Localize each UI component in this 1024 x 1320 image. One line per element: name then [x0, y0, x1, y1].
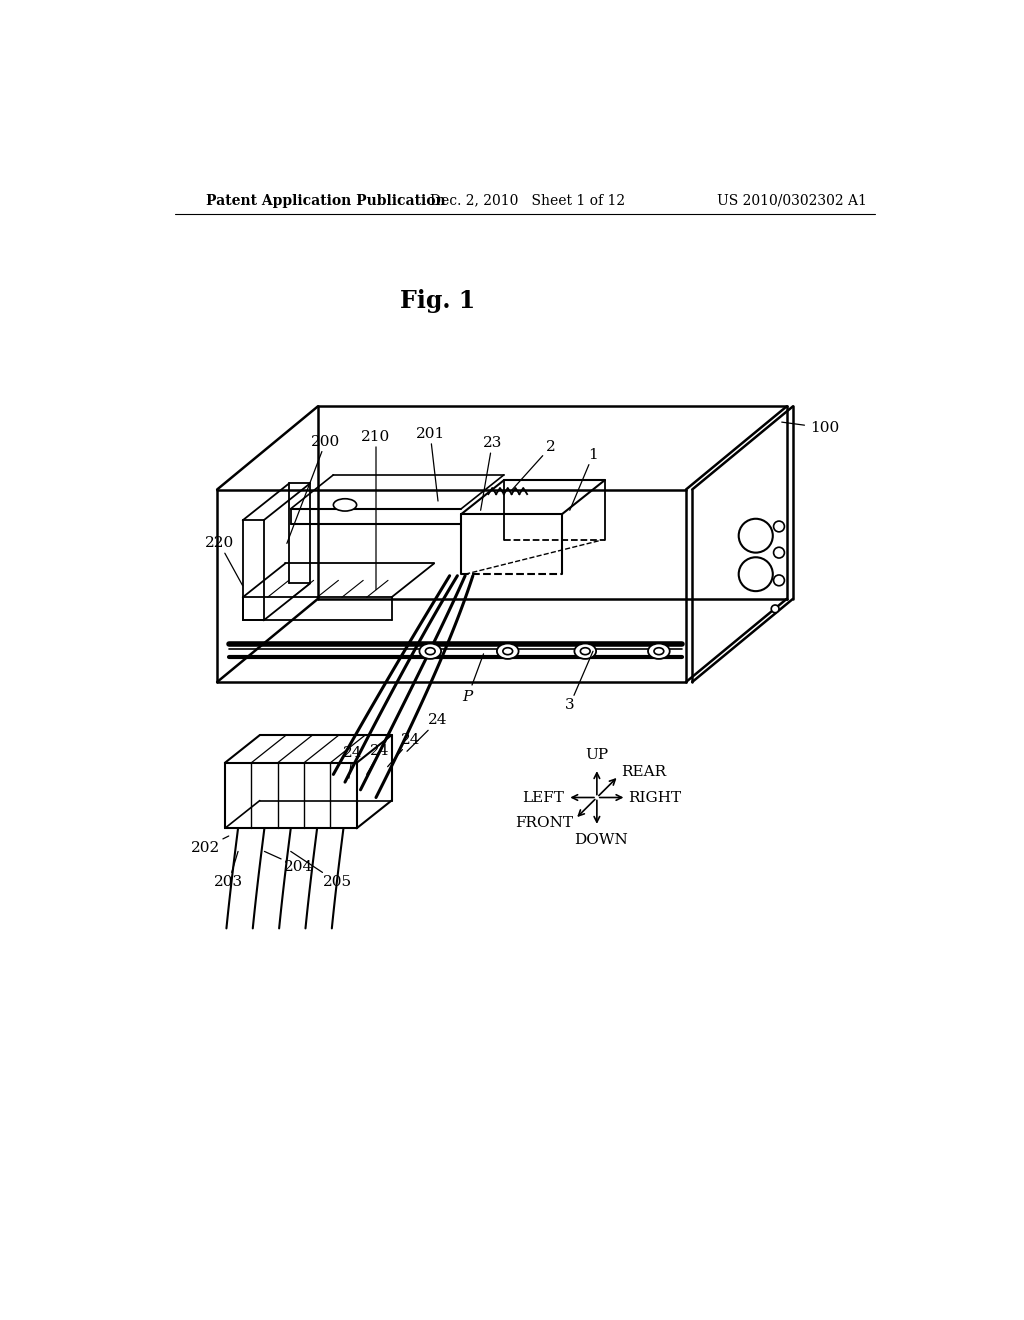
- Text: 100: 100: [781, 421, 840, 434]
- Ellipse shape: [773, 548, 784, 558]
- Text: 24: 24: [367, 744, 389, 775]
- Ellipse shape: [334, 499, 356, 511]
- Ellipse shape: [654, 648, 664, 655]
- Ellipse shape: [497, 644, 518, 659]
- Text: 1: 1: [569, 447, 598, 511]
- Ellipse shape: [773, 521, 784, 532]
- Text: DOWN: DOWN: [574, 833, 629, 847]
- Text: 203: 203: [214, 851, 244, 890]
- Ellipse shape: [738, 557, 773, 591]
- Ellipse shape: [581, 648, 590, 655]
- Text: LEFT: LEFT: [521, 791, 563, 804]
- Text: 24: 24: [407, 714, 447, 751]
- Text: RIGHT: RIGHT: [629, 791, 682, 804]
- Text: 23: 23: [480, 437, 502, 511]
- Text: 3: 3: [565, 651, 593, 711]
- Text: US 2010/0302302 A1: US 2010/0302302 A1: [717, 194, 867, 207]
- Text: REAR: REAR: [621, 766, 666, 779]
- Ellipse shape: [773, 576, 784, 586]
- Text: UP: UP: [586, 748, 608, 762]
- Text: P: P: [462, 653, 483, 705]
- Text: FRONT: FRONT: [515, 816, 572, 830]
- Text: Dec. 2, 2010   Sheet 1 of 12: Dec. 2, 2010 Sheet 1 of 12: [430, 194, 626, 207]
- Text: Patent Application Publication: Patent Application Publication: [206, 194, 445, 207]
- Ellipse shape: [738, 519, 773, 553]
- Text: Fig. 1: Fig. 1: [400, 289, 475, 313]
- Text: 200: 200: [287, 434, 340, 544]
- Text: 24: 24: [343, 746, 362, 779]
- Text: 201: 201: [416, 428, 444, 502]
- Text: 204: 204: [264, 851, 313, 874]
- Ellipse shape: [420, 644, 441, 659]
- Ellipse shape: [425, 648, 435, 655]
- Text: 202: 202: [190, 836, 228, 854]
- Ellipse shape: [648, 644, 670, 659]
- Ellipse shape: [503, 648, 513, 655]
- Text: 24: 24: [388, 733, 421, 767]
- Text: 210: 210: [361, 430, 390, 590]
- Text: 220: 220: [205, 536, 243, 586]
- Text: 205: 205: [291, 851, 352, 890]
- Text: 2: 2: [512, 440, 555, 490]
- Ellipse shape: [771, 605, 779, 612]
- Ellipse shape: [574, 644, 596, 659]
